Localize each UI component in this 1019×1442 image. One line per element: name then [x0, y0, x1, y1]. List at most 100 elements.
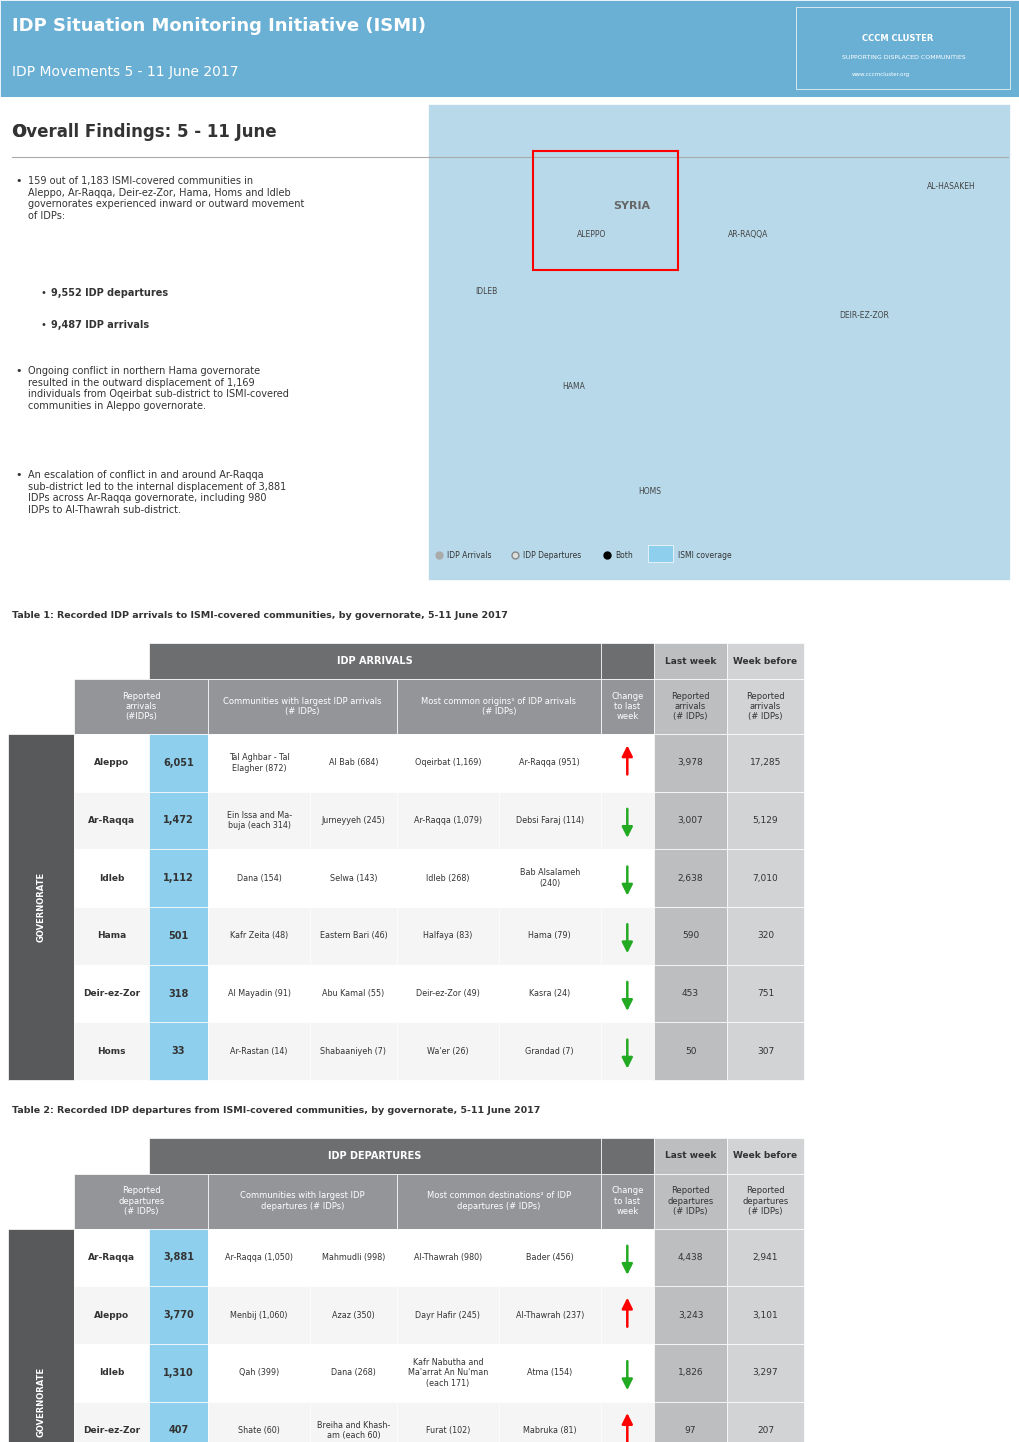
- Text: 1,112: 1,112: [163, 874, 194, 883]
- FancyBboxPatch shape: [600, 1286, 653, 1344]
- Text: Ein Issa and Ma-
buja (each 314): Ein Issa and Ma- buja (each 314): [226, 810, 291, 831]
- FancyBboxPatch shape: [149, 792, 208, 849]
- FancyBboxPatch shape: [727, 643, 803, 679]
- Text: Last week: Last week: [664, 656, 715, 666]
- FancyBboxPatch shape: [74, 907, 149, 965]
- Text: DEIR-EZ-ZOR: DEIR-EZ-ZOR: [839, 311, 889, 320]
- Text: Overall Findings: 5 - 11 June: Overall Findings: 5 - 11 June: [12, 123, 276, 140]
- Text: AL-HASAKEH: AL-HASAKEH: [926, 183, 975, 192]
- Text: 1,310: 1,310: [163, 1368, 194, 1377]
- FancyBboxPatch shape: [396, 1022, 498, 1080]
- Text: Reported
departures
(# IDPs): Reported departures (# IDPs): [666, 1187, 713, 1216]
- Text: Eastern Bari (46): Eastern Bari (46): [319, 932, 387, 940]
- FancyBboxPatch shape: [208, 679, 396, 734]
- Text: IDP Arrivals: IDP Arrivals: [446, 551, 491, 559]
- Text: Bader (456): Bader (456): [526, 1253, 573, 1262]
- Text: Reported
departures
(# IDPs): Reported departures (# IDPs): [742, 1187, 788, 1216]
- Text: 207: 207: [756, 1426, 773, 1435]
- Text: •: •: [41, 320, 47, 330]
- Text: Debsi Faraj (114): Debsi Faraj (114): [516, 816, 583, 825]
- Text: Idleb (268): Idleb (268): [426, 874, 469, 883]
- Text: IDLEB: IDLEB: [475, 287, 497, 296]
- Bar: [533, 151, 678, 271]
- Text: 453: 453: [682, 989, 698, 998]
- Text: ALEPPO: ALEPPO: [576, 231, 605, 239]
- FancyBboxPatch shape: [310, 1229, 396, 1286]
- Text: Both: Both: [614, 551, 632, 559]
- FancyBboxPatch shape: [208, 734, 310, 792]
- FancyBboxPatch shape: [653, 679, 727, 734]
- FancyBboxPatch shape: [74, 849, 149, 907]
- FancyBboxPatch shape: [396, 679, 600, 734]
- Text: Change
to last
week: Change to last week: [610, 1187, 643, 1216]
- Text: HOMS: HOMS: [637, 487, 660, 496]
- FancyBboxPatch shape: [74, 679, 208, 734]
- FancyBboxPatch shape: [208, 1344, 310, 1402]
- FancyBboxPatch shape: [653, 907, 727, 965]
- FancyBboxPatch shape: [653, 1174, 727, 1229]
- FancyBboxPatch shape: [74, 1022, 149, 1080]
- Text: 1,826: 1,826: [677, 1368, 703, 1377]
- Text: Aleppo: Aleppo: [94, 1311, 129, 1319]
- Text: 4,438: 4,438: [678, 1253, 703, 1262]
- Text: Halfaya (83): Halfaya (83): [423, 932, 472, 940]
- FancyBboxPatch shape: [396, 965, 498, 1022]
- FancyBboxPatch shape: [653, 792, 727, 849]
- Text: Ar-Raqqa: Ar-Raqqa: [88, 1253, 136, 1262]
- FancyBboxPatch shape: [149, 643, 600, 679]
- FancyBboxPatch shape: [149, 965, 208, 1022]
- FancyBboxPatch shape: [74, 1402, 149, 1442]
- FancyBboxPatch shape: [149, 1286, 208, 1344]
- FancyBboxPatch shape: [600, 734, 653, 792]
- Text: Table 1: Recorded IDP arrivals to ISMI-covered communities, by governorate, 5-11: Table 1: Recorded IDP arrivals to ISMI-c…: [12, 611, 507, 620]
- Text: Week before: Week before: [733, 1151, 797, 1161]
- Text: Reported
arrivals
(#IDPs): Reported arrivals (#IDPs): [122, 692, 160, 721]
- FancyBboxPatch shape: [396, 1286, 498, 1344]
- FancyBboxPatch shape: [727, 679, 803, 734]
- Text: IDP DEPARTURES: IDP DEPARTURES: [328, 1151, 421, 1161]
- FancyBboxPatch shape: [600, 1138, 653, 1174]
- FancyBboxPatch shape: [727, 907, 803, 965]
- FancyBboxPatch shape: [727, 1286, 803, 1344]
- Text: Change
to last
week: Change to last week: [610, 692, 643, 721]
- Text: Shabaaniyeh (7): Shabaaniyeh (7): [320, 1047, 386, 1056]
- FancyBboxPatch shape: [498, 907, 600, 965]
- Text: Hama (79): Hama (79): [528, 932, 571, 940]
- FancyBboxPatch shape: [498, 965, 600, 1022]
- FancyBboxPatch shape: [727, 1229, 803, 1286]
- Text: Ongoing conflict in northern Hama governorate
resulted in the outward displaceme: Ongoing conflict in northern Hama govern…: [28, 366, 288, 411]
- Text: Hama: Hama: [97, 932, 126, 940]
- FancyBboxPatch shape: [208, 1022, 310, 1080]
- Text: Ar-Raqqa (1,079): Ar-Raqqa (1,079): [414, 816, 481, 825]
- FancyBboxPatch shape: [310, 792, 396, 849]
- FancyBboxPatch shape: [74, 734, 149, 792]
- Text: CCCM CLUSTER: CCCM CLUSTER: [861, 35, 932, 43]
- FancyBboxPatch shape: [498, 792, 600, 849]
- Text: Idleb: Idleb: [99, 1368, 124, 1377]
- FancyBboxPatch shape: [208, 1174, 396, 1229]
- Text: Reported
departures
(# IDPs): Reported departures (# IDPs): [118, 1187, 164, 1216]
- Text: O: O: [12, 123, 26, 140]
- Text: 9,552 IDP departures: 9,552 IDP departures: [51, 288, 168, 298]
- FancyBboxPatch shape: [396, 1229, 498, 1286]
- FancyBboxPatch shape: [396, 1174, 600, 1229]
- Text: 3,978: 3,978: [677, 758, 703, 767]
- FancyBboxPatch shape: [727, 849, 803, 907]
- FancyBboxPatch shape: [653, 1344, 727, 1402]
- Text: Oqeirbat (1,169): Oqeirbat (1,169): [414, 758, 481, 767]
- Text: Mabruka (81): Mabruka (81): [523, 1426, 576, 1435]
- Text: Azaz (350): Azaz (350): [332, 1311, 374, 1319]
- Text: An escalation of conflict in and around Ar-Raqqa
sub-district led to the interna: An escalation of conflict in and around …: [28, 470, 285, 515]
- Text: Grandad (7): Grandad (7): [525, 1047, 574, 1056]
- FancyBboxPatch shape: [653, 734, 727, 792]
- FancyBboxPatch shape: [498, 1229, 600, 1286]
- FancyBboxPatch shape: [208, 1229, 310, 1286]
- Text: 320: 320: [756, 932, 773, 940]
- FancyBboxPatch shape: [208, 1286, 310, 1344]
- Text: 751: 751: [756, 989, 773, 998]
- FancyBboxPatch shape: [310, 907, 396, 965]
- Text: Dana (268): Dana (268): [331, 1368, 375, 1377]
- FancyBboxPatch shape: [653, 1286, 727, 1344]
- FancyBboxPatch shape: [727, 1174, 803, 1229]
- Text: IDP Situation Monitoring Initiative (ISMI): IDP Situation Monitoring Initiative (ISM…: [12, 17, 426, 35]
